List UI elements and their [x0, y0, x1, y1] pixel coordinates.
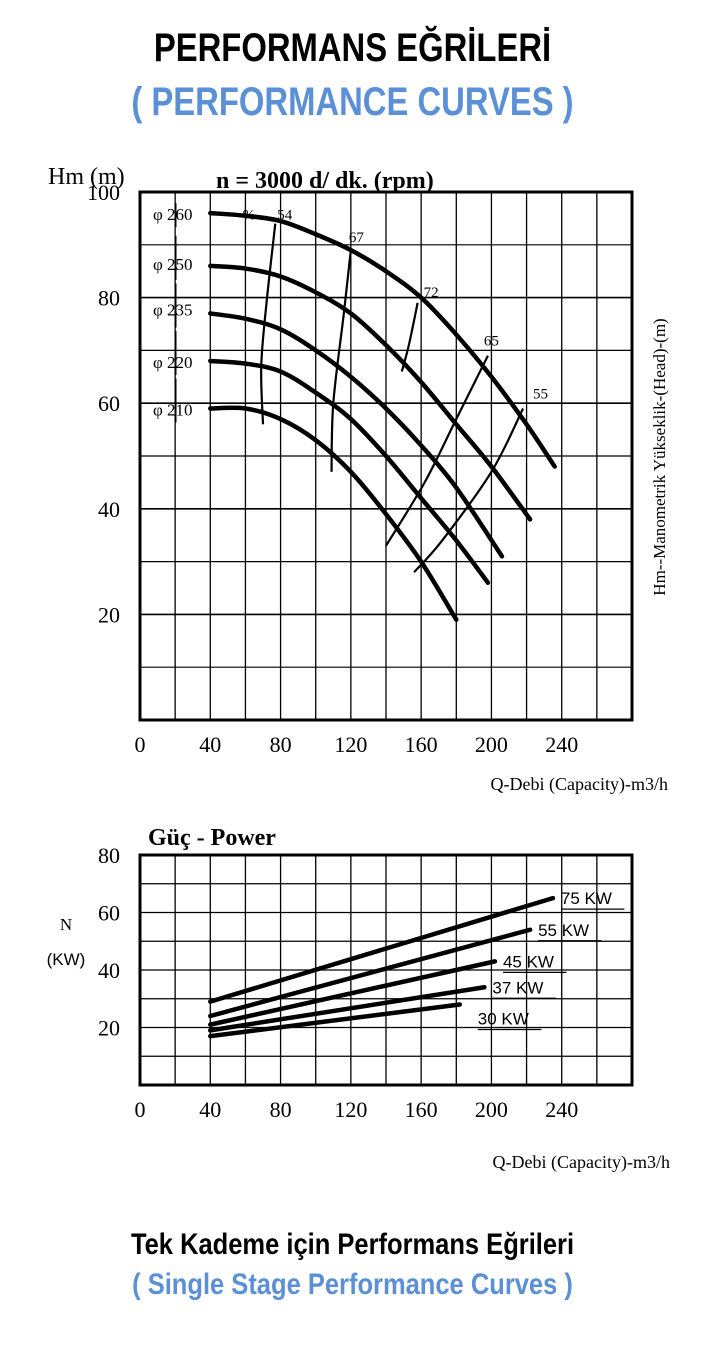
power-line-label: 75 KW — [561, 889, 612, 908]
head-curve-label: φ 235 — [153, 300, 193, 319]
efficiency-label: 55 — [533, 386, 548, 402]
head-x-tick-label: 0 — [135, 732, 146, 757]
page-subtitle: ( PERFORMANCE CURVES ) — [131, 80, 574, 124]
head-y-tick-label: 20 — [98, 602, 120, 627]
efficiency-label: 72 — [424, 285, 439, 301]
efficiency-label: 67 — [349, 230, 365, 246]
head-curve-label: φ 260 — [153, 205, 193, 224]
head-curve-label: φ 220 — [153, 353, 193, 372]
head-x-tick-label: 200 — [475, 732, 508, 757]
power-line-label: 45 KW — [503, 952, 554, 971]
efficiency-curve-67 — [330, 249, 352, 472]
power-line-label: 37 KW — [492, 978, 543, 997]
power-x-tick-label: 40 — [199, 1097, 221, 1122]
power-line-label: 55 KW — [538, 921, 589, 940]
footer-title: Tek Kademe için Performans Eğrileri — [130, 1228, 575, 1261]
power-plot-frame — [138, 853, 634, 1087]
power-x-tick-label: 160 — [405, 1097, 438, 1122]
head-curve-2 — [208, 311, 505, 559]
power-x-tick-label: 80 — [270, 1097, 292, 1122]
head-curve-4 — [208, 405, 459, 622]
power-x-tick-label: 200 — [475, 1097, 508, 1122]
efficiency-label: 54 — [277, 208, 293, 224]
efficiency-label: 65 — [484, 334, 499, 350]
head-x-tick-label: 40 — [199, 732, 221, 757]
power-x-tick-label: 240 — [545, 1097, 578, 1122]
head-y-tick-label: 100 — [87, 180, 120, 205]
efficiency-curve-54 — [260, 223, 277, 425]
head-x-tick-label: 80 — [270, 732, 292, 757]
power-x-tick-label: 0 — [135, 1097, 146, 1122]
power-line-1 — [208, 927, 533, 1019]
power-y-axis-unit: (KW) — [47, 950, 86, 969]
page-title: PERFORMANS EĞRİLERİ — [153, 26, 552, 70]
head-right-axis-label: Hm--Manometrik Yükseklik-(Head)-(m) — [650, 318, 669, 595]
power-line-0 — [208, 895, 556, 1004]
power-x-axis-label: Q-Debi (Capacity)-m3/h — [493, 1152, 670, 1173]
power-y-tick-label: 20 — [98, 1016, 120, 1041]
efficiency-curve-72 — [400, 302, 419, 372]
power-line-3 — [208, 985, 487, 1033]
head-x-tick-label: 120 — [334, 732, 367, 757]
power-y-tick-label: 80 — [98, 843, 120, 868]
head-curve-1 — [208, 263, 533, 522]
power-line-2 — [208, 959, 498, 1027]
head-plot-frame — [138, 190, 634, 722]
power-chart-title: Güç - Power — [148, 825, 276, 851]
head-chart-title: n = 3000 d/ dk. (rpm) — [216, 168, 434, 194]
footer-subtitle: ( Single Stage Performance Curves ) — [132, 1268, 573, 1301]
head-y-tick-label: 60 — [98, 391, 120, 416]
head-curve-label: φ 210 — [153, 400, 193, 419]
power-y-axis-label: N — [60, 915, 72, 934]
head-curve-0 — [208, 210, 557, 469]
power-y-tick-label: 40 — [98, 958, 120, 983]
head-x-axis-label: Q-Debi (Capacity)-m3/h — [491, 774, 668, 795]
head-curve-3 — [208, 358, 491, 585]
power-y-tick-label: 60 — [98, 901, 120, 926]
efficiency-curve-55 — [413, 407, 525, 573]
head-y-tick-label: 80 — [98, 286, 120, 311]
head-x-tick-label: 160 — [405, 732, 438, 757]
head-y-axis-label: Hm (m) — [48, 164, 125, 190]
head-curve-label: φ 250 — [153, 255, 193, 274]
efficiency-curve-65 — [385, 355, 489, 547]
power-line-4 — [208, 1002, 463, 1039]
head-y-tick-label: 40 — [98, 497, 120, 522]
head-x-tick-label: 240 — [545, 732, 578, 757]
efficiency-prefix: % — [243, 208, 256, 224]
power-line-label: 30 KW — [478, 1010, 529, 1029]
power-x-tick-label: 120 — [334, 1097, 367, 1122]
